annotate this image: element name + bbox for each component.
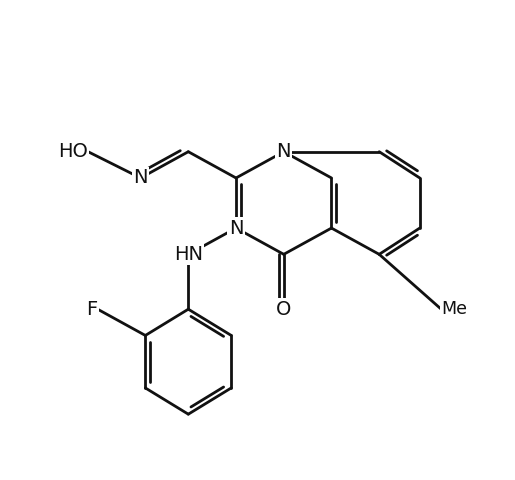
Text: N: N xyxy=(133,168,148,188)
Text: N: N xyxy=(229,218,243,238)
Text: HN: HN xyxy=(174,245,203,264)
Text: F: F xyxy=(87,300,98,319)
Text: O: O xyxy=(276,300,291,319)
Text: Me: Me xyxy=(441,300,467,318)
Text: HO: HO xyxy=(58,142,88,161)
Text: N: N xyxy=(277,142,291,161)
